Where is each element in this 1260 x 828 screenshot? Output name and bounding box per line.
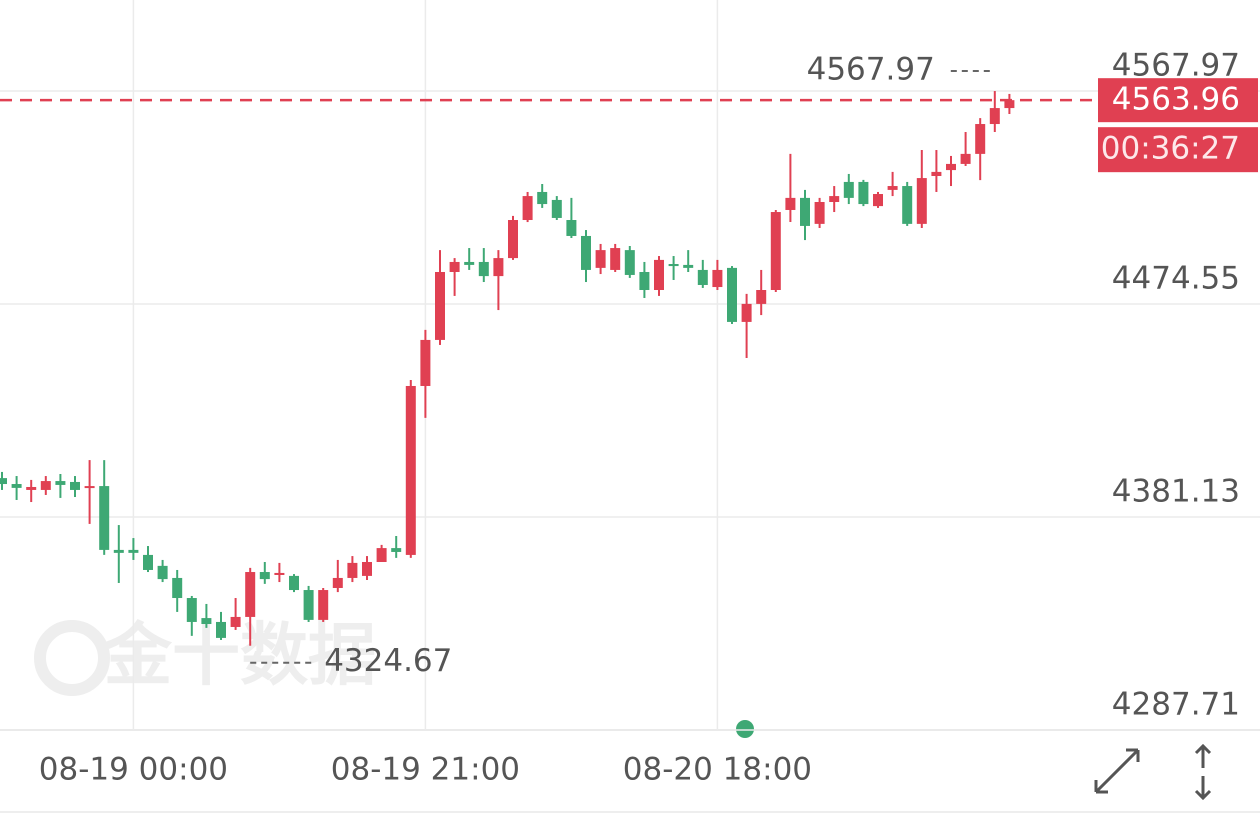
- countdown-box: [1098, 127, 1258, 173]
- candle-body: [654, 259, 664, 291]
- candle-body: [55, 481, 66, 485]
- candle-body: [128, 549, 139, 553]
- candle-body: [989, 108, 1000, 125]
- candle-body: [157, 565, 168, 580]
- candle-body: [391, 548, 402, 552]
- candle-body: [143, 554, 153, 570]
- candle-body: [683, 264, 694, 268]
- candle-body: [449, 261, 460, 272]
- candle-body: [770, 212, 781, 291]
- candle-body: [668, 264, 679, 267]
- candle-body: [551, 199, 562, 218]
- candle-body: [376, 548, 387, 562]
- candle-body: [362, 561, 372, 576]
- candle-body: [727, 267, 737, 322]
- candle-body: [946, 163, 956, 171]
- candle-body: [697, 269, 708, 285]
- expand-icon[interactable]: [1094, 748, 1140, 794]
- event-dot: [736, 720, 754, 738]
- candle-body: [873, 194, 883, 207]
- candle-body: [11, 484, 22, 488]
- candle-body: [960, 153, 971, 164]
- candle-body: [478, 261, 489, 277]
- candle-body: [216, 621, 226, 638]
- candle-body: [332, 577, 343, 588]
- candle-body: [259, 572, 270, 580]
- candle-body: [785, 197, 796, 210]
- y-tick-label: 4381.13: [1112, 474, 1240, 510]
- candle-body: [172, 577, 183, 599]
- candle-body: [99, 486, 110, 550]
- y-tick-label: 4287.71: [1112, 687, 1240, 723]
- candle-body: [624, 250, 635, 275]
- candle-body: [712, 269, 723, 288]
- x-tick-label: 08-19 21:00: [331, 752, 520, 788]
- x-tick-label: 08-20 18:00: [623, 752, 812, 788]
- candle-body: [26, 486, 37, 490]
- candle-body: [800, 197, 810, 226]
- candle-body: [405, 385, 416, 555]
- candle-body: [756, 290, 767, 304]
- price-box: [1098, 78, 1258, 123]
- candle-body: [464, 261, 475, 265]
- max-label: 4567.97: [807, 52, 935, 88]
- candle-body: [829, 196, 840, 202]
- candle-body: [537, 191, 548, 205]
- candle-body: [931, 171, 942, 177]
- x-tick-label: 08-19 00:00: [39, 752, 228, 788]
- candle-body: [741, 303, 752, 322]
- candle-body: [230, 616, 241, 627]
- candle-body: [902, 186, 913, 224]
- candle-body: [975, 124, 986, 154]
- countdown: 00:36:27: [1101, 131, 1240, 167]
- candle-body: [916, 178, 927, 224]
- candle-body: [814, 201, 825, 224]
- candle-body: [318, 590, 329, 620]
- candle-body: [70, 481, 80, 490]
- candle-body: [493, 258, 504, 277]
- candle-body: [435, 271, 445, 340]
- price-label: 4563.96: [1112, 82, 1240, 118]
- candle-body: [274, 572, 285, 575]
- y-tick-label: 4567.97: [1112, 48, 1240, 84]
- y-tick-label: 4474.55: [1112, 261, 1240, 297]
- min-label: 4324.67: [324, 643, 452, 679]
- candle-body: [113, 549, 124, 553]
- candle-body: [508, 220, 518, 259]
- candle-body: [639, 271, 650, 291]
- candle-body: [40, 481, 51, 490]
- candle-body: [245, 572, 256, 617]
- candle-body: [347, 562, 358, 578]
- candle-body: [887, 186, 898, 190]
- candle-body: [84, 486, 95, 489]
- candle-body: [186, 598, 197, 622]
- candle-body: [522, 196, 533, 221]
- watermark: 金十数据: [103, 617, 376, 696]
- candle-body: [581, 235, 591, 270]
- candle-body: [858, 181, 869, 205]
- candle-body: [420, 339, 431, 386]
- watermark-logo: [34, 620, 110, 696]
- scale-icon[interactable]: [1194, 743, 1212, 801]
- candle-body: [201, 618, 212, 625]
- candle-body: [843, 181, 854, 198]
- candle-body: [595, 250, 606, 268]
- candle-body: [289, 575, 299, 591]
- candle-body: [0, 478, 7, 485]
- candle-body: [566, 220, 577, 236]
- candle-body: [303, 590, 314, 620]
- candle-body: [1004, 100, 1015, 109]
- candle-body: [610, 248, 621, 270]
